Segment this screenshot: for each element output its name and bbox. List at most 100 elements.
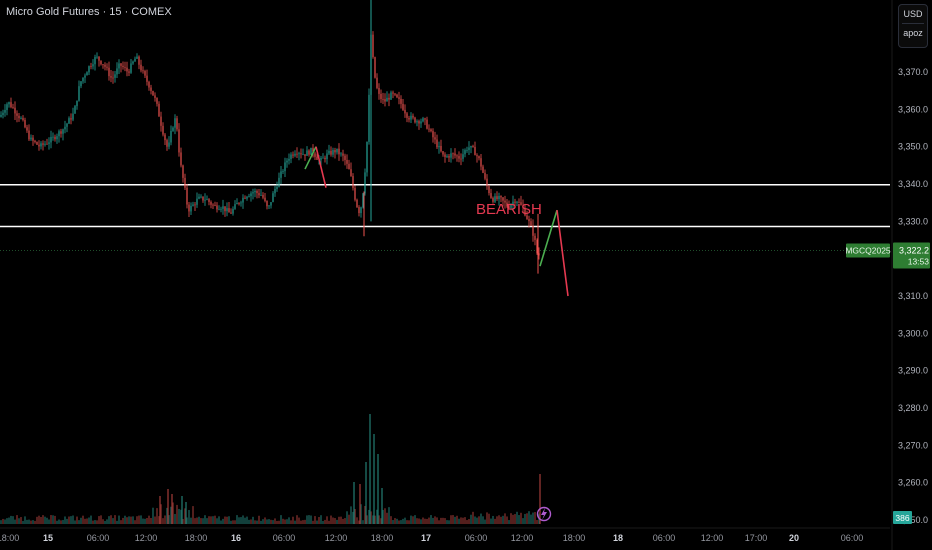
candle-body — [26, 127, 28, 131]
candle-body — [472, 145, 474, 147]
volume-bar — [534, 512, 536, 524]
volume-bar — [292, 516, 294, 524]
volume-bar — [90, 515, 92, 524]
candle-body — [358, 207, 360, 214]
candle-body — [92, 64, 94, 67]
candle-body — [148, 81, 150, 88]
candle-body — [86, 72, 88, 76]
volume-bar — [434, 516, 436, 524]
candle-body — [390, 92, 392, 100]
volume-bar — [136, 516, 138, 524]
candle-body — [416, 121, 418, 123]
volume-bar — [76, 516, 78, 524]
volume-bar — [70, 516, 72, 524]
volume-bar — [340, 516, 342, 524]
candle-body — [104, 64, 106, 67]
candle-body — [460, 158, 462, 160]
candle-body — [22, 118, 24, 120]
candle-body — [518, 201, 520, 203]
volume-bar — [168, 515, 170, 524]
volume-bar — [400, 520, 402, 524]
volume-tag — [893, 511, 912, 524]
candle-body — [436, 139, 438, 148]
volume-bar — [496, 516, 498, 524]
volume-bar — [381, 488, 383, 524]
volume-bar — [464, 517, 466, 524]
candle-body — [342, 153, 344, 156]
candle-body — [132, 61, 134, 64]
volume-bar — [466, 520, 468, 524]
volume-bar — [192, 506, 194, 524]
candle-body — [340, 153, 342, 155]
y-tick-label: 3,350.0 — [898, 142, 928, 152]
candle-body — [360, 207, 362, 214]
y-tick-label: 3,370.0 — [898, 67, 928, 77]
volume-bar — [330, 515, 332, 524]
volume-bar — [16, 515, 18, 524]
volume-bar — [472, 511, 474, 524]
candle-body — [268, 205, 270, 207]
volume-bar — [108, 516, 110, 524]
candle-body — [244, 197, 246, 199]
volume-bar — [408, 520, 410, 524]
volume-bar — [382, 509, 384, 524]
candle-body — [220, 208, 222, 210]
currency-unit-selector[interactable]: USD apoz — [898, 4, 928, 48]
volume-bar — [256, 520, 258, 524]
candle-body — [354, 187, 356, 200]
candle-body — [150, 87, 152, 91]
candle-body — [198, 196, 200, 199]
volume-bar — [120, 520, 122, 524]
candle-body — [530, 221, 532, 226]
volume-bar — [278, 520, 280, 524]
volume-bar — [232, 520, 234, 524]
bar-countdown-label: 13:53 — [908, 256, 930, 266]
x-tick-label: 20 — [789, 533, 799, 543]
volume-bar — [92, 520, 94, 524]
volume-bar — [260, 520, 262, 524]
candle-body — [78, 86, 80, 101]
candle-body — [438, 145, 440, 148]
volume-bar — [84, 518, 86, 524]
candle-body — [106, 66, 108, 68]
volume-bar — [78, 520, 80, 524]
volume-bar — [368, 509, 370, 524]
candle-body — [466, 150, 468, 151]
volume-bar — [394, 518, 396, 524]
x-tick-label: 18:00 — [0, 533, 19, 543]
volume-bar — [420, 519, 422, 524]
candle-body — [316, 156, 318, 160]
volume-bar — [359, 484, 361, 524]
volume-bar — [344, 518, 346, 524]
volume-bar — [486, 512, 488, 524]
candle-body — [496, 196, 498, 200]
candle-body — [34, 140, 36, 143]
volume-bar — [20, 517, 22, 524]
volume-bar — [458, 518, 460, 524]
candle-body — [232, 208, 234, 214]
volume-bar — [470, 514, 472, 524]
volume-bar — [122, 517, 124, 524]
volume-bar — [442, 517, 444, 524]
candle-body — [224, 206, 226, 212]
candle-body — [258, 193, 260, 196]
candle-body — [508, 206, 510, 208]
candle-body — [536, 239, 538, 254]
volume-bar — [450, 515, 452, 524]
volume-bar — [110, 515, 112, 524]
candle-body — [406, 113, 408, 118]
volume-bar — [422, 517, 424, 524]
y-tick-label: 3,340.0 — [898, 179, 928, 189]
candle-body — [4, 109, 6, 113]
volume-bar — [26, 519, 28, 524]
volume-bar — [28, 519, 30, 524]
candle-body — [476, 155, 478, 157]
candle-body — [278, 177, 280, 187]
volume-bar — [530, 514, 532, 524]
volume-bar — [346, 511, 348, 524]
x-tick-label: 18:00 — [371, 533, 394, 543]
candle-body — [502, 197, 504, 201]
volume-bar — [390, 516, 392, 524]
candle-body — [208, 199, 210, 202]
